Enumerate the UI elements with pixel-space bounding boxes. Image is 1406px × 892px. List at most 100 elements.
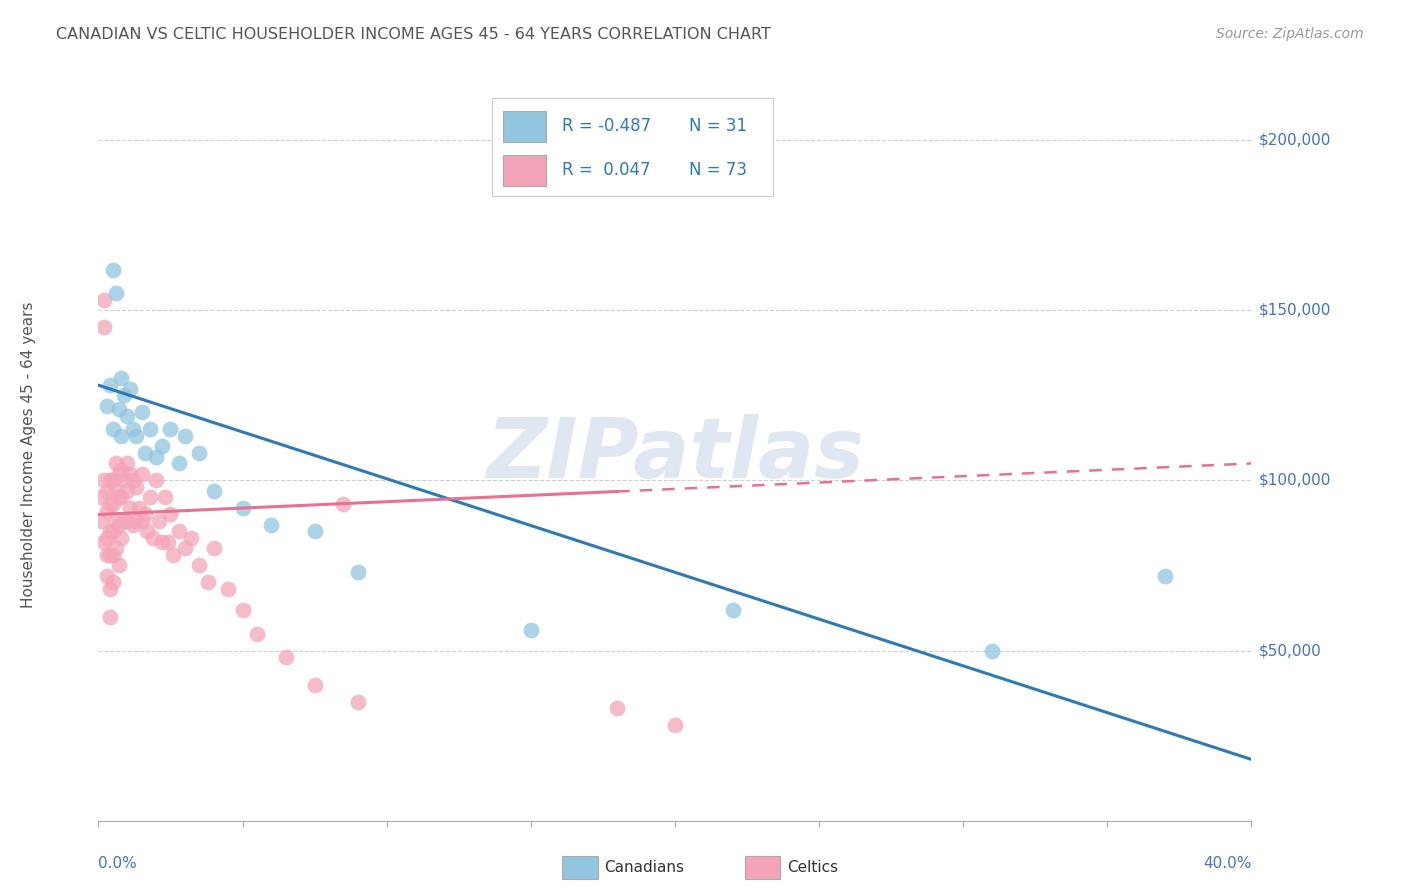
Point [159, 508, 181, 522]
Point [101, 262, 124, 277]
Point [104, 541, 127, 556]
Point [153, 491, 176, 505]
Point [156, 534, 179, 549]
Point [96, 549, 118, 563]
Point [98, 378, 121, 392]
Text: $150,000: $150,000 [1258, 302, 1330, 318]
Point [107, 517, 129, 532]
Point [1153, 568, 1175, 582]
Point [110, 371, 132, 385]
Point [96, 531, 118, 545]
Text: $100,000: $100,000 [1258, 473, 1330, 488]
Text: 40.0%: 40.0% [1204, 856, 1251, 871]
Point [122, 422, 145, 436]
Text: N = 31: N = 31 [689, 117, 747, 135]
Point [162, 549, 184, 563]
Point [98, 549, 121, 563]
Point [120, 467, 142, 481]
Point [174, 541, 197, 556]
Point [136, 524, 159, 539]
Point [110, 531, 132, 545]
Point [274, 650, 297, 665]
Text: ZIPatlas: ZIPatlas [486, 415, 863, 495]
Point [96, 483, 118, 498]
Point [721, 603, 744, 617]
Point [110, 429, 132, 443]
Point [142, 531, 165, 545]
Point [117, 483, 138, 498]
Point [117, 514, 138, 528]
Point [150, 534, 173, 549]
Text: $50,000: $50,000 [1258, 643, 1322, 658]
Point [664, 718, 686, 732]
FancyBboxPatch shape [503, 111, 546, 143]
Point [93, 474, 115, 488]
Point [110, 491, 132, 505]
Point [107, 558, 129, 573]
Point [98, 609, 121, 624]
Point [167, 524, 190, 539]
Point [90, 514, 112, 528]
Point [128, 500, 150, 515]
Point [131, 405, 153, 419]
Point [110, 463, 132, 477]
Point [120, 382, 142, 396]
Point [304, 524, 326, 539]
Point [145, 474, 167, 488]
Point [202, 483, 225, 498]
Point [101, 422, 124, 436]
Point [202, 541, 225, 556]
Point [93, 320, 115, 334]
Point [90, 491, 112, 505]
Point [101, 575, 124, 590]
Point [346, 566, 368, 580]
Text: N = 73: N = 73 [689, 161, 747, 178]
Point [134, 446, 156, 460]
Point [180, 531, 202, 545]
Point [150, 439, 173, 453]
Point [104, 514, 127, 528]
Point [167, 457, 190, 471]
Point [104, 483, 127, 498]
Point [122, 474, 145, 488]
Point [112, 514, 135, 528]
Point [134, 508, 156, 522]
Point [125, 514, 148, 528]
Point [148, 514, 170, 528]
Point [112, 474, 135, 488]
Point [117, 409, 138, 423]
Point [231, 500, 254, 515]
Point [107, 491, 129, 505]
Point [96, 399, 118, 413]
Point [125, 429, 148, 443]
Text: Canadians: Canadians [605, 861, 685, 875]
Point [104, 286, 127, 301]
Point [197, 575, 219, 590]
Text: $200,000: $200,000 [1258, 133, 1330, 148]
Point [606, 701, 628, 715]
Point [101, 524, 124, 539]
Point [346, 695, 368, 709]
Point [98, 474, 121, 488]
Point [112, 388, 135, 402]
Point [159, 422, 181, 436]
Point [98, 582, 121, 597]
Point [96, 568, 118, 582]
Point [93, 293, 115, 307]
Text: R =  0.047: R = 0.047 [562, 161, 651, 178]
Text: Source: ZipAtlas.com: Source: ZipAtlas.com [1216, 27, 1364, 41]
Point [174, 429, 197, 443]
Point [93, 534, 115, 549]
Point [260, 517, 283, 532]
Point [101, 497, 124, 511]
Point [139, 491, 162, 505]
Text: 0.0%: 0.0% [98, 856, 138, 871]
Point [145, 450, 167, 464]
Point [217, 582, 239, 597]
Point [231, 603, 254, 617]
Point [332, 497, 354, 511]
FancyBboxPatch shape [503, 155, 546, 186]
Point [107, 402, 129, 417]
Point [122, 517, 145, 532]
Point [131, 514, 153, 528]
